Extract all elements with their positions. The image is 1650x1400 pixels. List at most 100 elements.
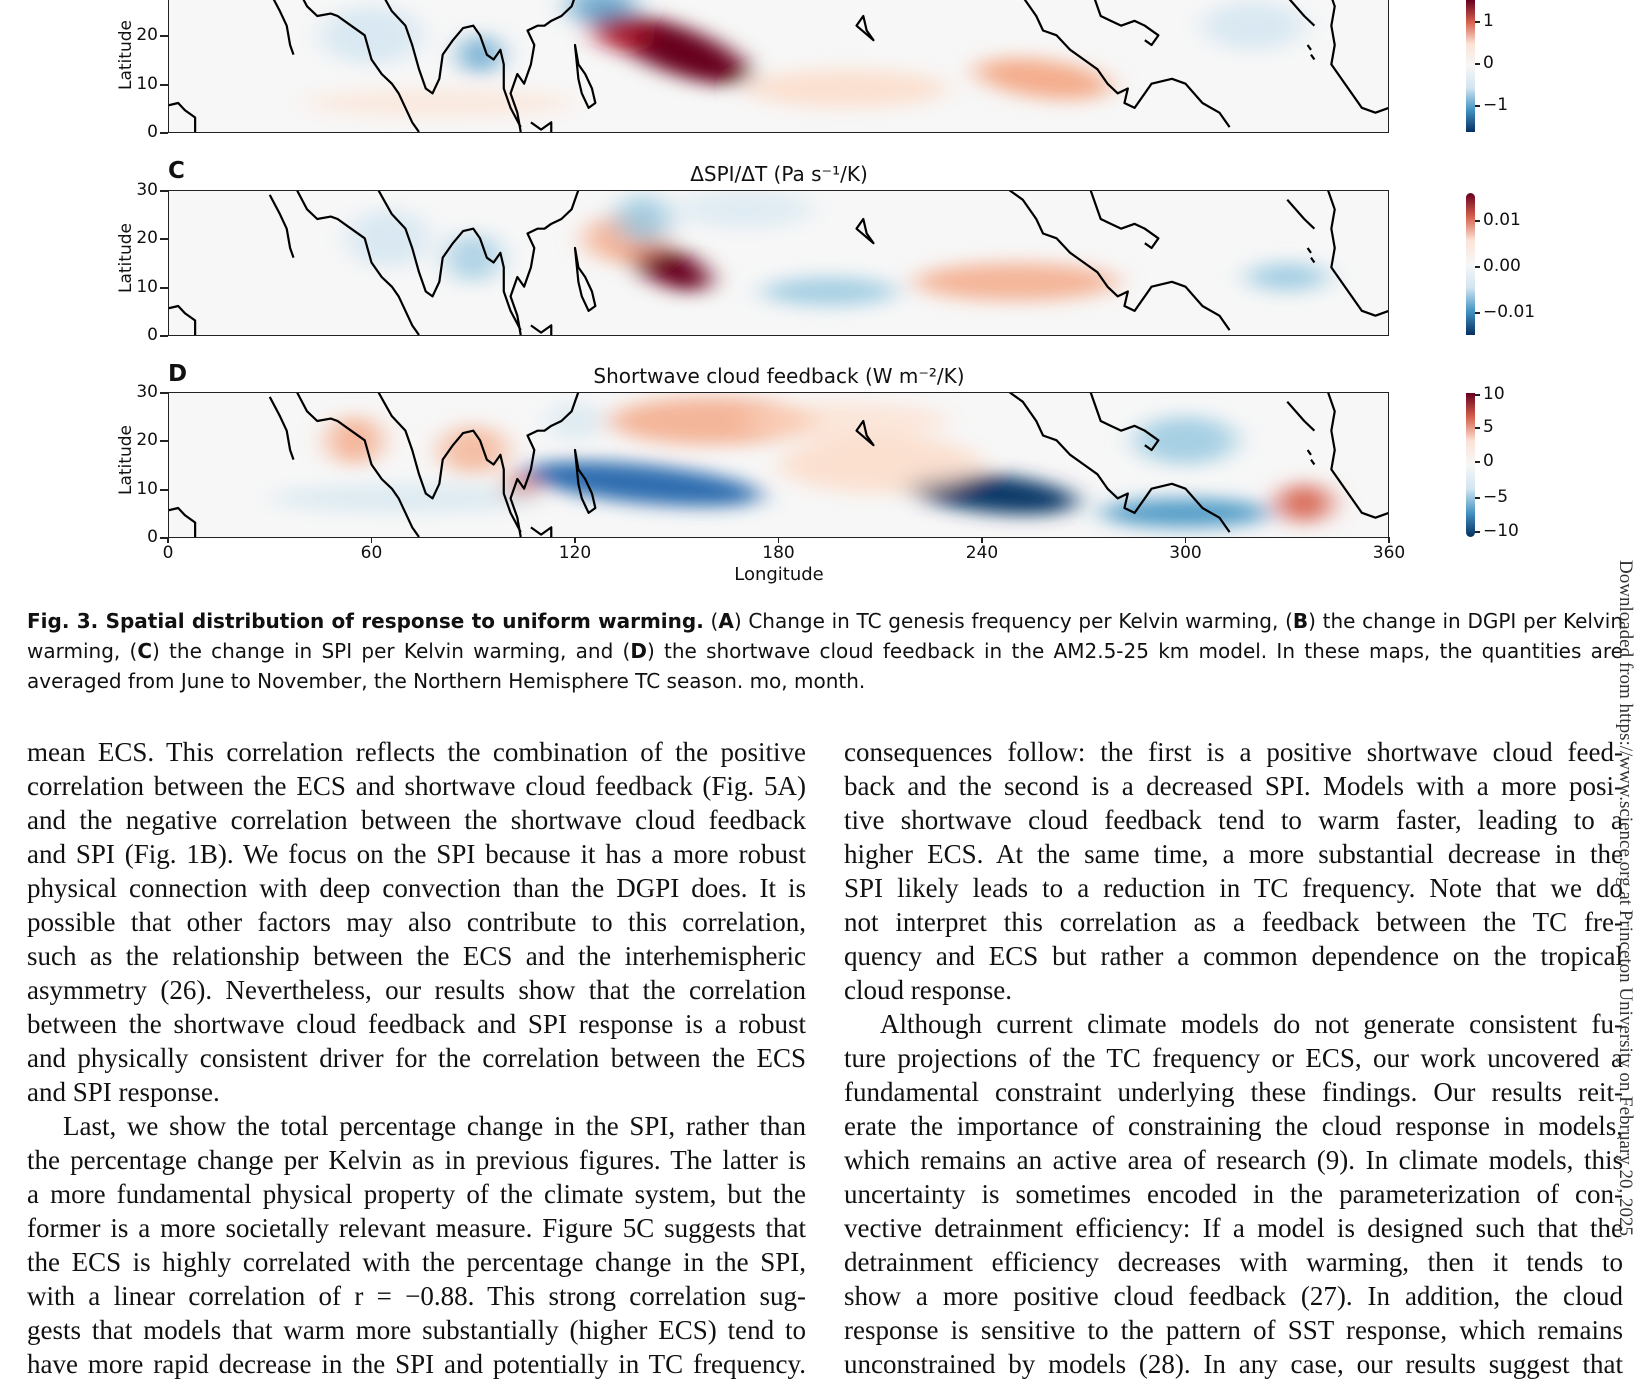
ytick-mark (160, 335, 168, 337)
text-line: gests that models that warm more substan… (27, 1315, 806, 1345)
coastline (1308, 450, 1315, 465)
panel-d-map (168, 392, 1389, 537)
xtick-mark (1388, 537, 1390, 543)
coastline (857, 219, 874, 243)
coastline (1308, 45, 1315, 60)
text-line: with a linear correlation of r = −0.88. … (27, 1281, 806, 1311)
panel-c-ytick: 20 (136, 228, 158, 248)
text-line: vective detrainment efficiency: If a mod… (844, 1213, 1623, 1243)
colorbar-tick (1475, 21, 1480, 23)
text-line: uncertainty is sometimes encoded in the … (844, 1179, 1623, 1209)
caption-text: ) the change in DGPI per Kelvin warming,… (27, 609, 1624, 663)
panel-c-field (168, 190, 1389, 335)
coastline (297, 392, 419, 537)
text-line: a more fundamental physical property of … (27, 1179, 806, 1209)
text-line: detrainment efficiency decreases with wa… (844, 1247, 1623, 1277)
panel-d-ytick: 0 (147, 527, 158, 547)
panel-b-field (168, 0, 1389, 132)
panel-c-colorbar-label: −0.01 (1483, 302, 1536, 322)
coastline (270, 195, 294, 258)
coastline (857, 16, 874, 40)
text-line: and physically consistent driver for the… (27, 1043, 806, 1073)
coastline (1091, 392, 1159, 450)
panel-b-map (168, 0, 1389, 132)
field-anomaly (778, 435, 982, 494)
field-anomaly (1202, 1, 1305, 50)
coastline (297, 190, 419, 335)
coastline (531, 527, 551, 537)
text-line: between the shortwave cloud feedback and… (27, 1009, 806, 1039)
xtick-label: 300 (1169, 543, 1202, 563)
coastline (1091, 190, 1159, 248)
panel-b-colorbar-label: 0 (1483, 53, 1494, 73)
xtick-mark (370, 537, 373, 543)
field-anomaly (524, 461, 762, 507)
colorbar-tick (1475, 105, 1480, 107)
coastline (270, 0, 294, 55)
panel-b-ytick: 10 (136, 74, 158, 94)
colorbar-tick (1475, 220, 1480, 222)
text-line: possible that other factors may also con… (27, 907, 806, 937)
text-line: erate the importance of constraining the… (844, 1111, 1623, 1141)
caption-text: ( (703, 609, 719, 633)
panel-d-title: Shortwave cloud feedback (W m⁻²/K) (593, 364, 965, 388)
text-line: the percentage change per Kelvin as in p… (27, 1145, 806, 1175)
text-line: tive shortwave cloud feedback tend to wa… (844, 805, 1623, 835)
panel-d-colorbar-label: 5 (1483, 417, 1494, 437)
coastline (1308, 248, 1315, 263)
text-line: and SPI (Fig. 1B). We focus on the SPI b… (27, 839, 806, 869)
coastline (511, 392, 579, 537)
coastline (378, 392, 520, 532)
field-anomaly (975, 57, 1111, 100)
xtick-mark (167, 537, 169, 543)
coastline (575, 450, 595, 513)
ytick-mark (160, 238, 168, 240)
panel-d-colorbar-label: −10 (1483, 521, 1519, 541)
field-anomaly (1277, 483, 1332, 523)
xtick-mark (1184, 537, 1187, 543)
text-line: which remains an active area of research… (844, 1145, 1623, 1175)
text-line: response is sensitive to the pattern of … (844, 1315, 1623, 1345)
text-line: have more rapid decrease in the SPI and … (27, 1349, 806, 1379)
panel-b-colorbar (1466, 0, 1475, 132)
panel-c-ytick: 0 (147, 325, 158, 345)
xtick-mark (777, 537, 780, 543)
text-line: such as the relationship between the ECS… (27, 941, 806, 971)
panel-d-ytick: 10 (136, 479, 158, 499)
text-line: show a more positive cloud feedback (27)… (844, 1281, 1623, 1311)
coastline (168, 103, 195, 132)
text-line: physical connection with deep convection… (27, 873, 806, 903)
panel-d-ytick: 30 (136, 382, 158, 402)
caption-panel-ref: B (1292, 609, 1309, 633)
colorbar-tick (1475, 266, 1480, 268)
field-anomaly (744, 401, 949, 441)
coastline (511, 0, 579, 132)
caption-text: ) the shortwave cloud feedback in the AM… (27, 639, 1623, 693)
coastline (531, 325, 551, 335)
text-line: not interpret this correlation as a feed… (844, 907, 1623, 937)
ytick-mark (160, 489, 168, 491)
xtick-label: 60 (360, 543, 383, 563)
ytick-mark (160, 537, 168, 539)
panel-d-colorbar-label: 10 (1483, 384, 1505, 404)
colorbar-tick (1475, 394, 1480, 396)
text-line: former is a more societally relevant mea… (27, 1213, 806, 1243)
coastline (168, 508, 195, 537)
text-line: correlation between the ECS and shortwav… (27, 771, 806, 801)
panel-b-colorbar-label: −1 (1483, 95, 1509, 115)
text-line: mean ECS. This correlation reflects the … (27, 737, 806, 767)
panel-b-colorbar-label: 1 (1483, 11, 1494, 31)
text-line: back and the second is a decreased SPI. … (844, 771, 1623, 801)
xtick-mark (574, 537, 576, 543)
coastline (168, 306, 195, 335)
panel-c-map (168, 190, 1389, 335)
field-anomaly (744, 69, 949, 108)
panel-c-colorbar (1466, 193, 1475, 335)
field-anomaly (459, 35, 501, 74)
xtick-label: 360 (1372, 543, 1406, 563)
coastline (1009, 190, 1229, 330)
panel-d-letter: D (168, 361, 188, 387)
coastline (1328, 0, 1389, 113)
field-anomaly (446, 233, 501, 282)
ytick-mark (160, 84, 168, 86)
